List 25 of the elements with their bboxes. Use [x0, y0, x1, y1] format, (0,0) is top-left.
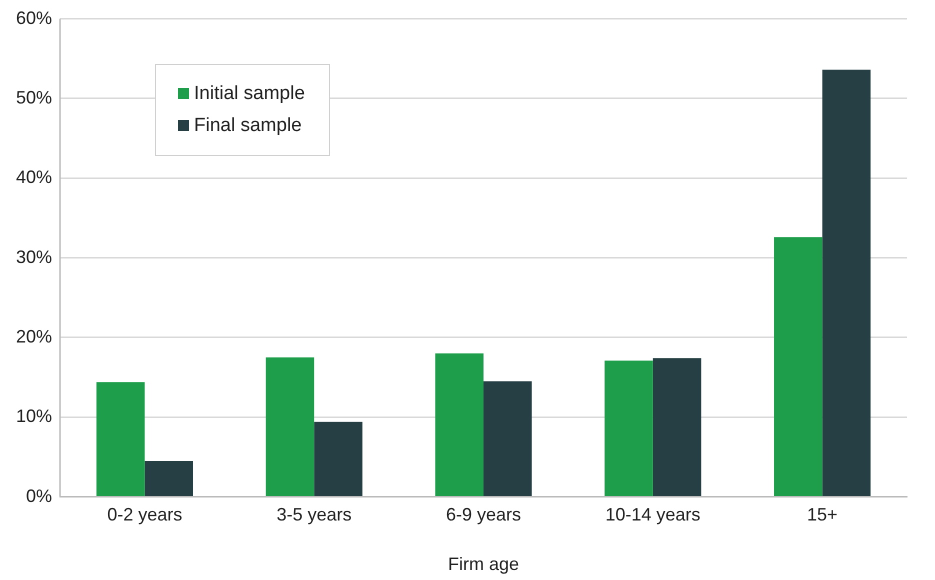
x-tick-label: 0-2 years — [107, 504, 182, 525]
x-axis-title: Firm age — [448, 554, 520, 574]
bar — [266, 357, 314, 496]
bar — [144, 460, 193, 496]
bar — [774, 237, 822, 496]
legend-label: Initial sample — [194, 82, 305, 105]
legend-label: Final sample — [194, 114, 302, 137]
x-tick-label: 10-14 years — [605, 504, 700, 525]
bar — [314, 422, 362, 496]
bar — [435, 353, 484, 496]
x-tick-label: 3-5 years — [276, 504, 352, 525]
y-tick-label: 20% — [16, 326, 52, 346]
x-tick-label: 6-9 years — [446, 504, 522, 525]
y-tick-label: 10% — [16, 406, 52, 426]
x-tick-label: 15+ — [807, 504, 838, 525]
bar — [822, 70, 871, 496]
y-tick-label: 30% — [16, 246, 52, 267]
bar — [96, 382, 145, 496]
y-tick-label: 0% — [26, 486, 52, 506]
bar — [484, 381, 532, 496]
y-tick-label: 50% — [16, 87, 52, 108]
bar — [604, 360, 653, 496]
y-tick-label: 60% — [16, 8, 52, 28]
bar — [652, 358, 702, 496]
y-tick-label: 40% — [16, 167, 52, 188]
